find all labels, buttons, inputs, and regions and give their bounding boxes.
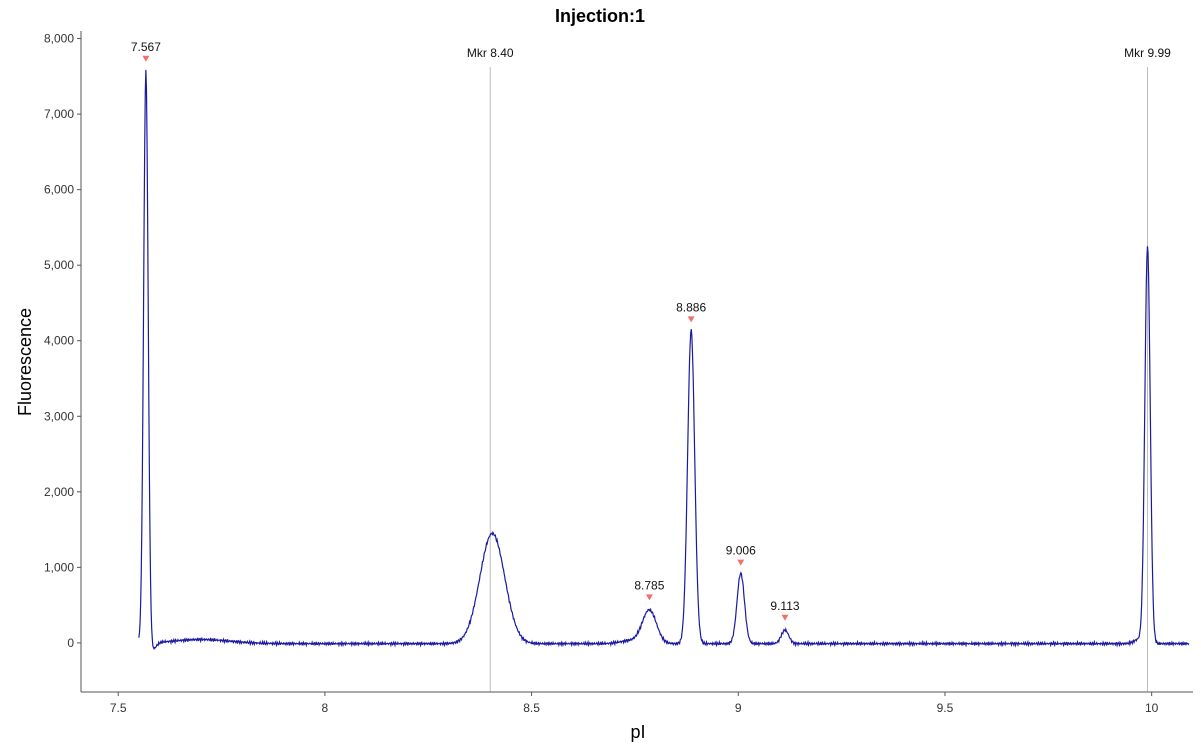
x-tick-label: 7.5 <box>110 701 127 715</box>
peak-label: 8.886 <box>676 300 706 314</box>
peak-label: 9.113 <box>770 599 799 613</box>
y-tick-label: 0 <box>67 636 74 650</box>
y-tick-label: 8,000 <box>44 32 74 46</box>
x-tick-label: 9.5 <box>937 701 954 715</box>
trace-layer <box>138 69 1190 651</box>
peak-marker <box>687 316 695 323</box>
peak-marker <box>142 55 150 62</box>
marker-label: Mkr 8.40 <box>467 46 514 60</box>
x-axis-label: pI <box>630 722 645 742</box>
peak-label: 9.006 <box>726 544 756 558</box>
y-tick-label: 2,000 <box>44 485 74 499</box>
peak-marker <box>737 559 745 566</box>
chart-title: Injection:1 <box>555 6 645 26</box>
x-tick-label: 8 <box>322 701 329 715</box>
y-tick-label: 6,000 <box>44 183 74 197</box>
fluorescence-trace <box>138 69 1190 651</box>
peak-label-layer: 7.567 8.785 8.886 9.006 9.113 <box>131 40 800 621</box>
y-tick-label: 5,000 <box>44 258 74 272</box>
peak-marker <box>645 594 653 601</box>
peak-label: 7.567 <box>131 40 161 54</box>
y-tick-label: 4,000 <box>44 334 74 348</box>
x-tick-label: 8.5 <box>523 701 540 715</box>
y-tick-label: 3,000 <box>44 409 74 423</box>
peak-label: 8.785 <box>634 578 664 592</box>
peak-marker <box>781 614 789 621</box>
y-axis-label: Fluorescence <box>15 308 35 416</box>
x-tick-label: 10 <box>1145 701 1159 715</box>
y-tick-label: 1,000 <box>44 560 74 574</box>
axis-layer: 0 1,000 2,000 3,000 4,000 5,000 6,000 7,000 8,00… <box>44 31 1193 715</box>
x-tick-label: 9 <box>735 701 742 715</box>
y-tick-label: 7,000 <box>44 107 74 121</box>
marker-layer: Mkr 8.40 Mkr 9.99 <box>467 46 1171 692</box>
marker-label: Mkr 9.99 <box>1124 46 1171 60</box>
